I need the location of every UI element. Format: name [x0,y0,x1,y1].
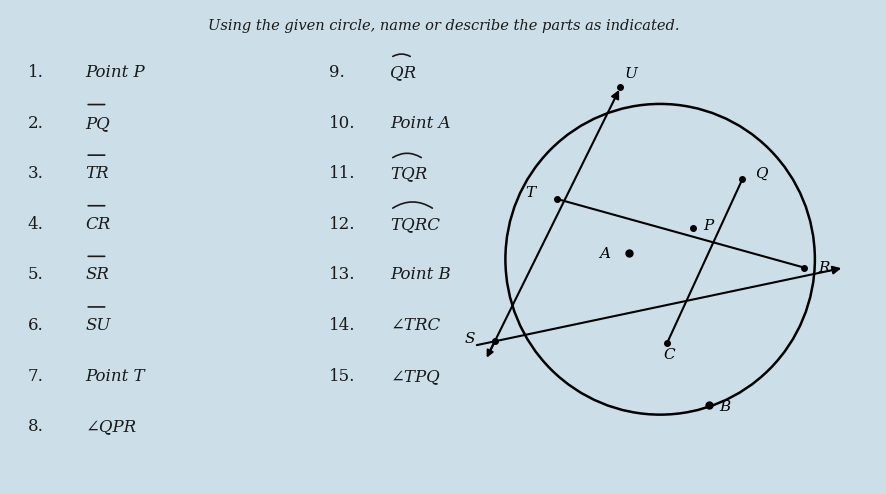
Text: Point B: Point B [390,266,451,284]
Text: Point T: Point T [85,368,144,385]
Text: PQ: PQ [85,115,110,132]
Text: ∠TRC: ∠TRC [390,317,440,334]
Text: QR: QR [390,64,416,81]
Text: 7.: 7. [27,368,43,385]
Text: Point P: Point P [85,64,144,81]
Text: 14.: 14. [328,317,354,334]
Text: 9.: 9. [328,64,344,81]
Text: 15.: 15. [328,368,354,385]
Text: 13.: 13. [328,266,354,284]
Text: 6.: 6. [27,317,43,334]
Text: 11.: 11. [328,165,354,182]
Text: R: R [817,261,828,275]
Text: B: B [719,400,729,413]
Text: SR: SR [85,266,109,284]
Text: 12.: 12. [328,216,354,233]
Text: S: S [464,332,475,346]
Text: 1.: 1. [27,64,43,81]
Text: 5.: 5. [27,266,43,284]
Text: ∠QPR: ∠QPR [85,418,136,435]
Text: TQRC: TQRC [390,216,440,233]
Text: TQR: TQR [390,165,427,182]
Text: TR: TR [85,165,109,182]
Text: 8.: 8. [27,418,43,435]
Text: Using the given circle, name or describe the parts as indicated.: Using the given circle, name or describe… [207,19,679,33]
Text: P: P [703,219,713,233]
Text: Q: Q [755,167,767,181]
Text: CR: CR [85,216,111,233]
Text: 4.: 4. [27,216,43,233]
Text: SU: SU [85,317,111,334]
Text: 2.: 2. [27,115,43,132]
Text: 3.: 3. [27,165,43,182]
Text: C: C [663,348,674,362]
Text: 10.: 10. [328,115,354,132]
Text: ∠TPQ: ∠TPQ [390,368,439,385]
Text: A: A [598,247,610,261]
Text: U: U [624,67,637,81]
Text: Point A: Point A [390,115,450,132]
Text: T: T [525,186,534,200]
